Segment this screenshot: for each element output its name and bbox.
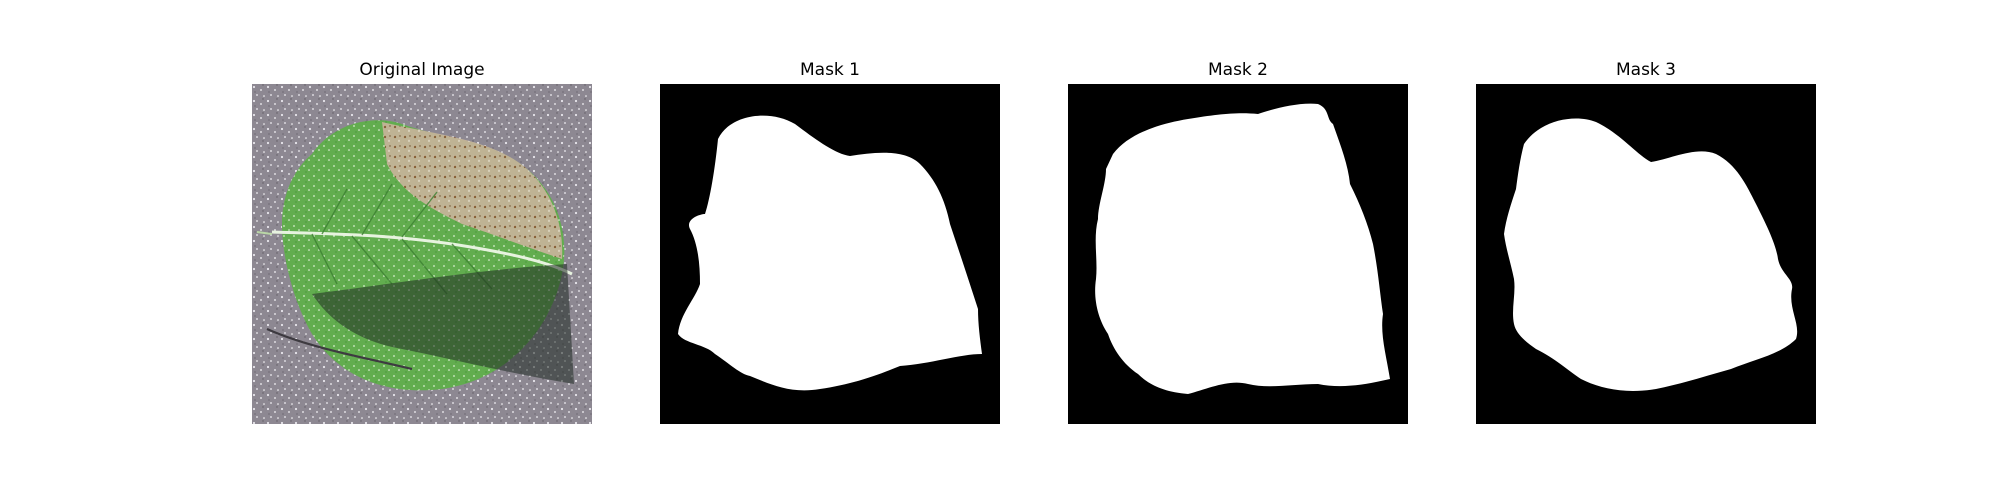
panel-title: Mask 3 [1615,60,1676,80]
mask-2-image [1068,84,1408,424]
panel-title: Mask 1 [799,60,860,80]
mask-1-image [660,84,1000,424]
original-leaf-image [252,84,592,424]
mask-3-image [1476,84,1816,424]
panel-original-image: Original Image [252,0,592,500]
panel-title: Mask 2 [1207,60,1268,80]
panel-mask-2: Mask 2 [1068,0,1408,500]
panel-mask-3: Mask 3 [1476,0,1816,500]
panel-mask-1: Mask 1 [660,0,1000,500]
panel-title: Original Image [359,60,485,80]
